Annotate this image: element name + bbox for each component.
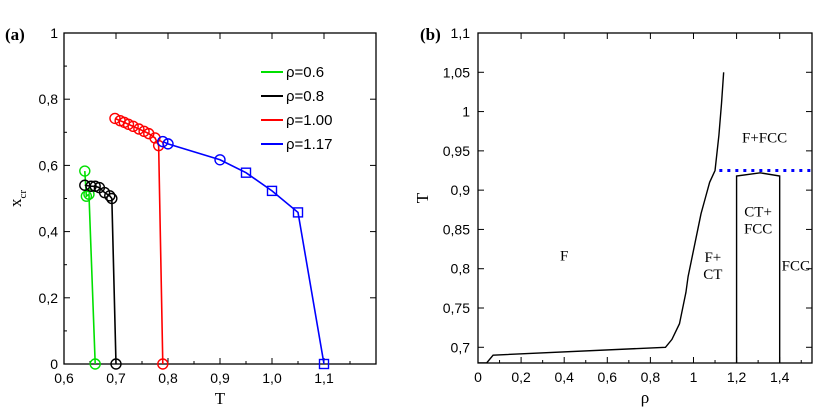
legend-label: ρ=0.8 [286, 88, 324, 105]
region-label: F+FCC [742, 131, 787, 147]
series-line [162, 140, 325, 365]
x-tick-label: 1,1 [314, 370, 334, 386]
panel-b-axes-frame [477, 32, 813, 364]
y-tick-label: 0,95 [443, 143, 470, 159]
data-point-circle [83, 188, 95, 200]
phase-boundary-line [735, 172, 781, 363]
y-tick-label: 0,8 [39, 91, 59, 107]
data-point-circle [106, 192, 118, 205]
data-point-circle [104, 190, 116, 202]
y-tick-label: 0,6 [39, 157, 59, 173]
y-axis-title: T [413, 192, 432, 203]
data-point-circle [157, 135, 169, 148]
x-tick-label: 0,6 [598, 369, 618, 385]
x-tick-label: 0,8 [158, 370, 178, 386]
y-tick-label: 0,85 [443, 221, 470, 237]
data-point-square [318, 358, 330, 370]
x-tick-label: 0,6 [54, 370, 74, 386]
y-tick-label: 1,1 [451, 25, 471, 41]
phase-boundary-line [478, 72, 725, 363]
panel-label-a: (a) [5, 25, 25, 44]
y-tick-label: 0,8 [451, 261, 471, 277]
region-label: FCC [744, 222, 772, 238]
x-tick-label: 0,8 [641, 369, 661, 385]
series-line [84, 170, 96, 365]
x-tick-label: 0,4 [554, 369, 574, 385]
x-axis-title: ρ [641, 388, 649, 407]
region-label: CT+ [744, 205, 772, 221]
y-tick-label: 1 [50, 25, 58, 41]
panel-b: 0 0,2 0,4 0,6 0,8 1 1,2 1,4 0,7 0,75 0,8 0,85 0,9 0,9… [413, 25, 813, 407]
y-tick-label: 0,75 [443, 300, 470, 316]
data-point-square [266, 185, 278, 197]
data-point-circle [109, 112, 121, 125]
x-tick-label: 0 [474, 369, 482, 385]
series-line [114, 117, 164, 365]
y-tick-label: 0,7 [451, 339, 471, 355]
data-point-circle [157, 358, 169, 370]
x-tick-label: 1,4 [770, 369, 790, 385]
y-tick-label: 1 [462, 104, 470, 120]
data-point-circle [85, 180, 97, 192]
x-tick-label: 0,9 [210, 370, 230, 386]
region-label: F [560, 248, 568, 264]
data-point-circle [79, 165, 91, 177]
region-label: CT [703, 267, 722, 283]
data-point-circle [133, 123, 145, 135]
data-point-circle [162, 138, 174, 150]
y-tick-label: 0,9 [451, 182, 471, 198]
region-label: F+ [704, 250, 721, 266]
data-point-circle [89, 358, 101, 370]
panel-a-axes-frame [63, 32, 377, 365]
y-tick-label: 0,4 [39, 224, 59, 240]
x-tick-label: 1,2 [727, 369, 747, 385]
series-line [84, 184, 117, 365]
x-tick-label: 0,7 [106, 370, 126, 386]
data-point-square [292, 207, 304, 218]
x-tick-label: 1,0 [262, 370, 282, 386]
panel-b-plot-area [478, 72, 812, 363]
y-tick-label: 0,2 [39, 290, 59, 306]
legend-label: ρ=0.6 [286, 64, 324, 81]
legend-label: ρ=1.00 [286, 112, 333, 129]
data-point-circle [127, 120, 139, 133]
panel-label-b: (b) [420, 25, 441, 44]
data-point-circle [214, 154, 226, 166]
x-axis-title: T [215, 389, 226, 408]
x-tick-label: 0,2 [511, 369, 531, 385]
data-point-circle [110, 358, 122, 370]
y-tick-label: 0 [50, 356, 58, 372]
y-tick-label: 1,05 [443, 64, 470, 80]
legend-label: ρ=1.17 [286, 136, 333, 153]
data-point-square [240, 167, 252, 178]
region-label: FCC [782, 259, 810, 275]
x-tick-label: 1 [690, 369, 698, 385]
data-point-circle [80, 190, 93, 202]
y-axis-title: xcr [6, 190, 29, 207]
